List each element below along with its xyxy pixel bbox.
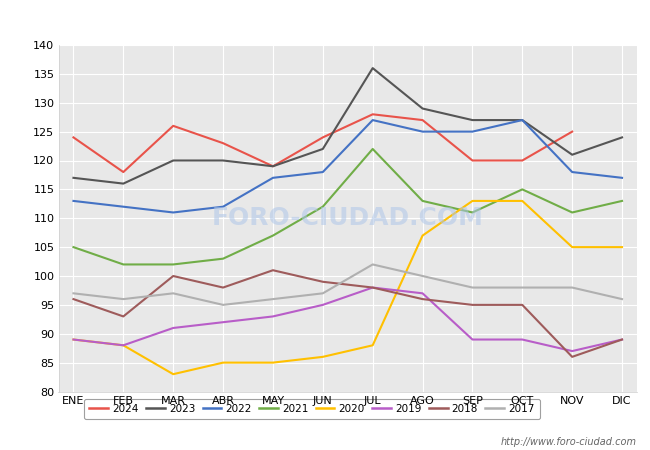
Legend: 2024, 2023, 2022, 2021, 2020, 2019, 2018, 2017: 2024, 2023, 2022, 2021, 2020, 2019, 2018… <box>84 399 540 419</box>
Text: Afiliados en Adanero a 30/11/2024: Afiliados en Adanero a 30/11/2024 <box>169 11 481 29</box>
Text: FORO-CIUDAD.COM: FORO-CIUDAD.COM <box>212 206 484 230</box>
Text: http://www.foro-ciudad.com: http://www.foro-ciudad.com <box>501 437 637 447</box>
